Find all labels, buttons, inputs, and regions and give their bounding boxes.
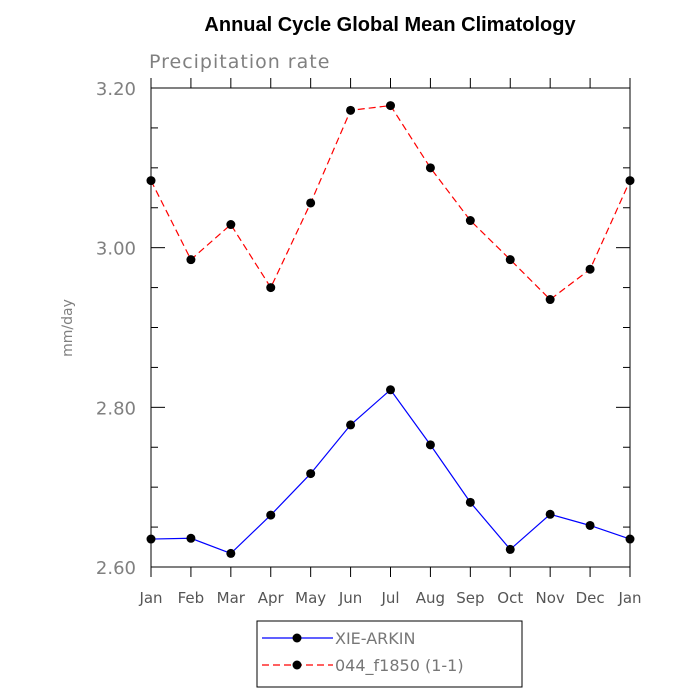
legend: XIE-ARKIN 044_f1850 (1-1)	[256, 620, 523, 688]
data-point	[226, 220, 236, 230]
data-point	[545, 295, 555, 305]
data-point	[306, 469, 316, 479]
chart-title: Annual Cycle Global Mean Climatology	[204, 14, 576, 36]
y-tick-label: 2.80	[96, 398, 136, 419]
data-point	[186, 533, 196, 543]
legend-marker	[292, 660, 302, 670]
y-axis-label: mm/day	[60, 299, 76, 357]
data-point	[585, 520, 595, 530]
legend-label: 044_f1850 (1-1)	[335, 656, 464, 676]
y-tick-label: 3.00	[96, 239, 136, 260]
legend-marker	[292, 633, 302, 643]
chart-subtitle: Precipitation rate	[149, 51, 330, 73]
axes: 2.60 2.80 3.00 3.20 Jan Feb Mar Apr May Jun Jul Aug…	[96, 78, 642, 607]
data-point	[266, 283, 276, 293]
x-tick-label: Jan	[138, 589, 162, 607]
series-layer	[146, 101, 635, 558]
data-point	[465, 216, 475, 226]
y-tick-label: 3.20	[96, 79, 136, 100]
data-point	[425, 440, 435, 450]
series-2	[146, 101, 635, 305]
x-tick-label: Jun	[338, 589, 362, 607]
data-point	[386, 385, 395, 395]
series-1	[146, 385, 635, 558]
data-point	[146, 534, 156, 544]
data-point	[186, 255, 196, 265]
x-tick-label: Dec	[576, 589, 605, 607]
data-point	[505, 544, 515, 554]
data-point	[585, 264, 595, 274]
y-tick-label: 2.60	[96, 558, 136, 579]
x-tick-label: Sep	[456, 589, 484, 607]
series-line	[150, 104, 631, 301]
data-point	[346, 105, 356, 115]
data-point	[386, 101, 395, 111]
data-point	[505, 255, 515, 265]
x-tick-label: Mar	[217, 589, 246, 607]
data-point	[226, 548, 236, 558]
data-point	[625, 176, 635, 186]
x-tick-label: Feb	[178, 589, 205, 607]
data-point	[346, 420, 356, 430]
x-tick-label: Jan	[617, 589, 641, 607]
x-tick-label: May	[295, 589, 326, 607]
legend-label: XIE-ARKIN	[335, 629, 415, 648]
x-tick-label: Nov	[536, 589, 565, 607]
data-point	[266, 510, 276, 520]
plot-frame	[150, 87, 631, 568]
x-tick-label: Aug	[416, 589, 445, 607]
x-tick-label: Oct	[497, 589, 523, 607]
data-point	[625, 534, 635, 544]
data-point	[545, 509, 555, 519]
series-line	[150, 388, 631, 555]
data-point	[306, 198, 316, 208]
data-point	[425, 163, 435, 173]
data-point	[465, 497, 475, 507]
data-point	[146, 176, 156, 186]
x-tick-label: Jul	[380, 589, 399, 607]
x-tick-label: Apr	[258, 589, 285, 607]
legend-box	[256, 620, 523, 688]
